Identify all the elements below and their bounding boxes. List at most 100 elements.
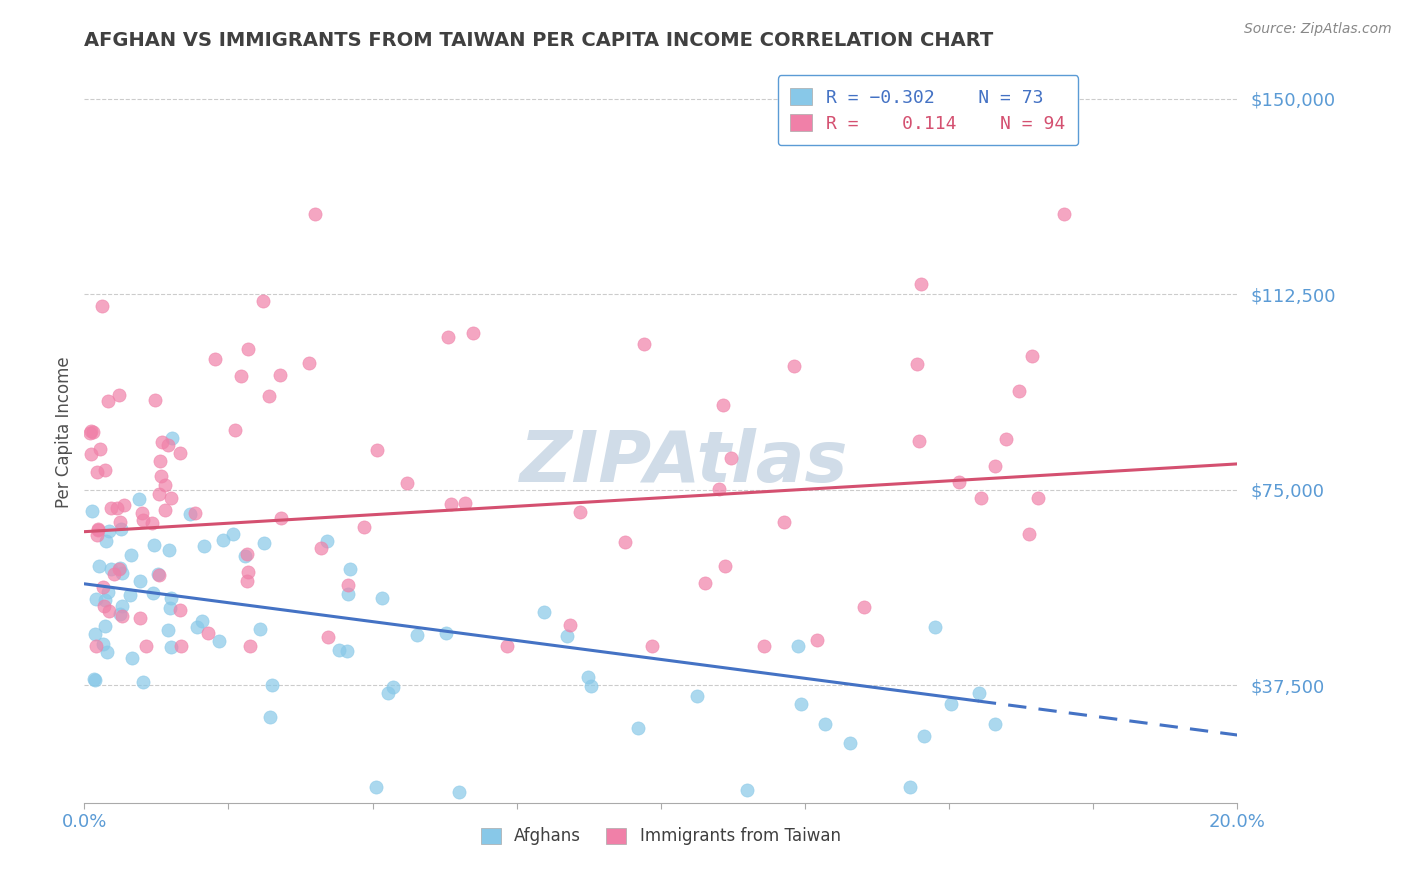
Point <box>89 442 111 456</box>
Point <box>253 535 276 549</box>
Point <box>558 618 581 632</box>
Point <box>105 501 128 516</box>
Point <box>179 507 201 521</box>
Point <box>233 549 256 564</box>
Point <box>224 423 246 437</box>
Point <box>159 601 181 615</box>
Point <box>153 503 176 517</box>
Point <box>270 511 292 525</box>
Point <box>370 591 392 606</box>
Point <box>382 681 405 695</box>
Point <box>396 475 419 490</box>
Point <box>193 539 215 553</box>
Point <box>150 468 173 483</box>
Point <box>169 446 191 460</box>
Point <box>197 625 219 640</box>
Point <box>773 515 796 529</box>
Point <box>236 574 259 588</box>
Point <box>1026 491 1049 505</box>
Point <box>707 482 730 496</box>
Point <box>208 633 231 648</box>
Point <box>111 609 134 624</box>
Point <box>316 534 339 549</box>
Point <box>110 566 132 581</box>
Point <box>112 498 135 512</box>
Point <box>366 443 388 458</box>
Point <box>633 336 655 351</box>
Point <box>1021 349 1043 363</box>
Point <box>924 620 946 634</box>
Point <box>970 491 993 505</box>
Point <box>898 780 921 794</box>
Point <box>79 425 101 440</box>
Point <box>627 721 650 735</box>
Point <box>96 645 118 659</box>
Point <box>80 504 103 518</box>
Point <box>91 300 114 314</box>
Point <box>297 355 319 369</box>
Point <box>160 591 183 606</box>
Point <box>80 424 103 438</box>
Point <box>108 607 131 622</box>
Point <box>1008 384 1031 399</box>
Point <box>100 501 122 516</box>
Point <box>93 580 115 594</box>
Point <box>129 574 152 589</box>
Text: Source: ZipAtlas.com: Source: ZipAtlas.com <box>1244 22 1392 37</box>
Point <box>107 561 129 575</box>
Point <box>128 611 150 625</box>
Point <box>304 207 326 221</box>
Point <box>157 542 180 557</box>
Point <box>160 431 183 445</box>
Point <box>229 369 252 384</box>
Point <box>84 591 107 606</box>
Point <box>97 585 120 599</box>
Point <box>132 512 155 526</box>
Point <box>496 640 519 654</box>
Point <box>336 587 359 601</box>
Point <box>108 388 131 402</box>
Point <box>641 640 664 654</box>
Point <box>262 678 284 692</box>
Point <box>97 393 120 408</box>
Point <box>533 606 555 620</box>
Point <box>1018 527 1040 541</box>
Point <box>908 434 931 449</box>
Point <box>754 640 776 654</box>
Point <box>336 644 359 658</box>
Point <box>714 559 737 574</box>
Point <box>339 562 361 576</box>
Point <box>440 498 463 512</box>
Point <box>84 627 107 641</box>
Point <box>309 541 332 555</box>
Point <box>108 515 131 529</box>
Point <box>257 389 280 403</box>
Point <box>316 631 339 645</box>
Point <box>135 640 157 654</box>
Point <box>110 522 132 536</box>
Point <box>222 527 245 541</box>
Point <box>967 686 990 700</box>
Point <box>91 637 114 651</box>
Point <box>693 575 716 590</box>
Point <box>995 433 1018 447</box>
Point <box>239 640 262 654</box>
Point <box>96 533 118 548</box>
Point <box>212 533 235 547</box>
Point <box>907 357 929 371</box>
Text: AFGHAN VS IMMIGRANTS FROM TAIWAN PER CAPITA INCOME CORRELATION CHART: AFGHAN VS IMMIGRANTS FROM TAIWAN PER CAP… <box>84 30 994 50</box>
Point <box>236 547 259 561</box>
Point <box>157 438 180 452</box>
Point <box>94 463 117 477</box>
Point <box>838 736 860 750</box>
Point <box>148 566 170 581</box>
Point <box>437 330 460 344</box>
Point <box>128 491 150 506</box>
Point <box>94 619 117 633</box>
Point <box>98 603 121 617</box>
Point <box>434 626 457 640</box>
Point <box>143 392 166 407</box>
Point <box>581 680 603 694</box>
Point <box>814 717 837 731</box>
Point <box>238 342 260 356</box>
